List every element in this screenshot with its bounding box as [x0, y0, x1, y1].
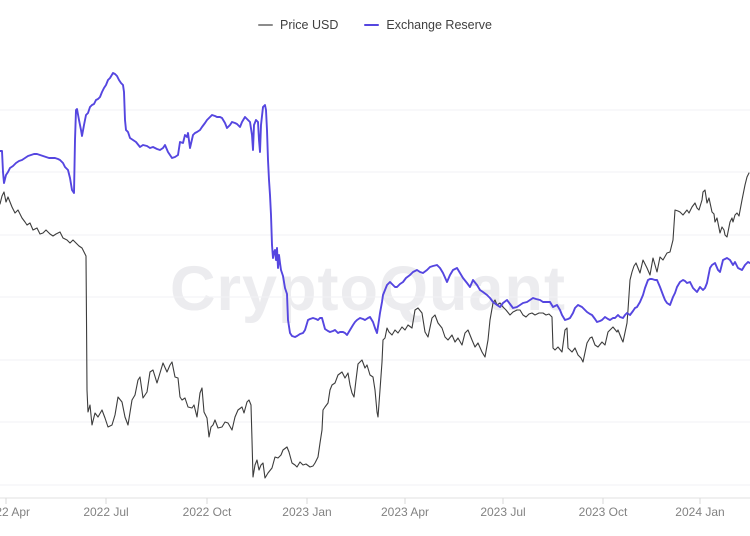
legend-item-price-usd[interactable]: Price USD: [258, 19, 338, 32]
chart-legend: Price USD Exchange Reserve: [0, 16, 750, 34]
legend-item-exchange-reserve[interactable]: Exchange Reserve: [364, 19, 492, 32]
legend-label-price-usd: Price USD: [280, 17, 339, 32]
legend-label-exchange-reserve: Exchange Reserve: [386, 17, 492, 32]
exchange-reserve-line-marker-icon: [364, 24, 380, 26]
price-usd-line-marker-icon: [258, 24, 274, 26]
exchange-reserve-line: [0, 72, 750, 338]
price-usd-line: [0, 172, 750, 479]
